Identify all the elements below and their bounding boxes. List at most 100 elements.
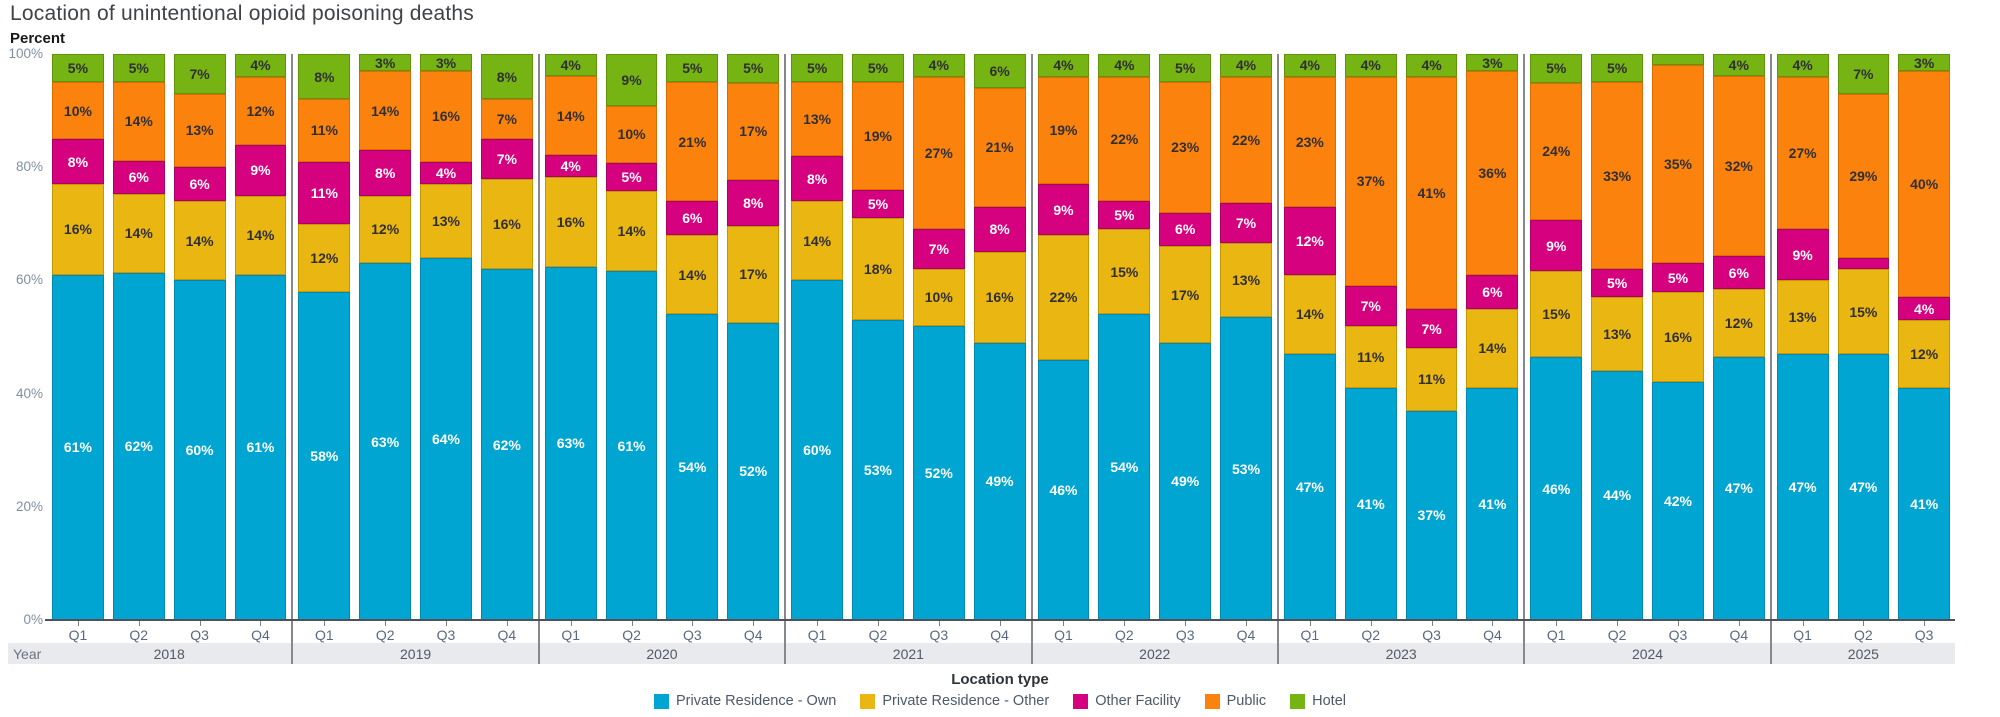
bar-segment-private-residence-other[interactable]: 10% [912,269,965,326]
bar-segment-private-residence-other[interactable]: 15% [1837,269,1890,354]
bar-segment-private-residence-other[interactable]: 12% [298,223,351,292]
bar-segment-private-residence-other[interactable]: 14% [112,194,165,273]
bar-segment-public[interactable]: 36% [1466,71,1519,275]
bar-segment-private-residence-other[interactable]: 14% [173,201,226,281]
bar-segment-other-facility[interactable]: 7% [912,229,965,270]
bar-segment-other-facility[interactable]: 5% [1591,269,1644,298]
bar-segment-hotel[interactable]: 3% [1466,54,1519,72]
bar-segment-hotel[interactable]: 6% [973,54,1026,88]
bar-segment-public[interactable]: 33% [1591,82,1644,270]
bar-segment-private-residence-other[interactable]: 16% [1652,291,1704,383]
bar-segment-other-facility[interactable]: 11% [298,161,351,224]
stacked-bar-2025-Q3[interactable]: 41% 12% 4% 40% 3% [1898,54,1951,620]
bar-segment-private-residence-other[interactable]: 14% [791,201,844,281]
bar-segment-public[interactable]: 21% [666,82,719,202]
bar-segment-hotel[interactable]: 9% [605,54,658,106]
stacked-bar-2019-Q4[interactable]: 62% 16% 7% 7% 8% [480,54,533,620]
bar-segment-private-residence-own[interactable]: 61% [605,271,658,620]
bar-segment-public[interactable]: 11% [298,99,351,162]
bar-segment-public[interactable]: 19% [852,82,904,190]
bar-segment-private-residence-own[interactable]: 62% [112,272,165,620]
bar-segment-other-facility[interactable]: 5% [852,189,904,219]
bar-segment-private-residence-own[interactable]: 46% [1530,357,1583,620]
bar-segment-hotel[interactable]: 5% [52,54,104,83]
bar-segment-private-residence-own[interactable]: 60% [791,280,844,620]
bar-segment-private-residence-own[interactable]: 41% [1344,387,1397,620]
bar-segment-public[interactable]: 37% [1344,76,1397,287]
bar-segment-hotel[interactable]: 3% [359,54,412,72]
stacked-bar-2022-Q2[interactable]: 54% 15% 5% 22% 4% [1098,54,1151,620]
bar-segment-hotel[interactable]: 8% [298,54,351,100]
bar-segment-public[interactable]: 7% [480,99,533,139]
legend-item-public[interactable]: Public [1204,693,1266,709]
bar-segment-hotel[interactable]: 4% [544,54,597,77]
bar-segment-hotel[interactable]: 4% [1405,54,1458,77]
bar-segment-public[interactable]: 16% [420,71,472,162]
bar-segment-public[interactable]: 32% [1712,76,1765,256]
bar-segment-private-residence-own[interactable]: 61% [52,274,104,620]
bar-segment-private-residence-own[interactable]: 47% [1776,353,1829,620]
stacked-bar-2024-Q2[interactable]: 44% 13% 5% 33% 5% [1591,54,1644,620]
bar-segment-public[interactable]: 27% [912,76,965,230]
bar-segment-private-residence-other[interactable]: 13% [1591,297,1644,371]
bar-segment-private-residence-other[interactable]: 13% [420,184,472,258]
bar-segment-other-facility[interactable]: 6% [1712,255,1765,290]
bar-segment-private-residence-other[interactable]: 16% [973,252,1026,343]
bar-segment-private-residence-other[interactable]: 14% [1466,308,1519,388]
bar-segment-hotel[interactable]: 4% [912,54,965,77]
bar-segment-public[interactable]: 12% [234,76,287,145]
bar-segment-private-residence-other[interactable]: 14% [605,191,658,272]
bar-segment-hotel[interactable]: 5% [1530,54,1583,83]
bar-segment-private-residence-other[interactable]: 11% [1405,348,1458,411]
bar-segment-hotel[interactable]: 4% [1712,54,1765,77]
bar-segment-private-residence-other[interactable]: 16% [52,184,104,275]
stacked-bar-2022-Q1[interactable]: 46% 22% 9% 19% 4% [1037,54,1090,620]
bar-segment-public[interactable]: 22% [1098,76,1151,202]
bar-segment-other-facility[interactable]: 8% [973,206,1026,253]
bar-segment-private-residence-other[interactable]: 14% [666,235,719,315]
bar-segment-hotel[interactable]: 4% [1037,54,1090,77]
bar-segment-private-residence-other[interactable]: 12% [359,195,412,264]
stacked-bar-2021-Q3[interactable]: 52% 10% 7% 27% 4% [912,54,965,620]
stacked-bar-2023-Q3[interactable]: 37% 11% 7% 41% 4% [1405,54,1458,620]
bar-segment-private-residence-other[interactable]: 13% [1220,242,1272,317]
bar-segment-private-residence-other[interactable]: 17% [727,225,780,323]
bar-segment-hotel[interactable]: 5% [1591,54,1644,83]
bar-segment-private-residence-own[interactable]: 61% [234,274,287,620]
stacked-bar-2021-Q4[interactable]: 49% 16% 8% 21% 6% [973,54,1026,620]
bar-segment-other-facility[interactable]: 4% [420,161,472,185]
bar-segment-public[interactable]: 14% [112,82,165,161]
bar-segment-public[interactable]: 23% [1283,76,1336,207]
stacked-bar-2018-Q3[interactable]: 60% 14% 6% 13% 7% [173,54,226,620]
bar-segment-other-facility[interactable]: 8% [52,138,104,185]
bar-segment-hotel[interactable]: 4% [234,54,287,77]
bar-segment-private-residence-own[interactable]: 42% [1652,382,1704,620]
bar-segment-private-residence-other[interactable]: 22% [1037,235,1090,360]
legend-item-other-facility[interactable]: Other Facility [1073,693,1181,709]
bar-segment-private-residence-other[interactable]: 14% [234,195,287,275]
bar-segment-private-residence-own[interactable]: 53% [852,320,904,620]
stacked-bar-2021-Q1[interactable]: 60% 14% 8% 13% 5% [791,54,844,620]
bar-segment-other-facility[interactable]: 5% [1652,263,1704,292]
bar-segment-other-facility[interactable]: 9% [1776,229,1829,281]
stacked-bar-2023-Q2[interactable]: 41% 11% 7% 37% 4% [1344,54,1397,620]
bar-segment-private-residence-own[interactable]: 54% [1098,314,1151,620]
bar-segment-private-residence-own[interactable]: 46% [1037,359,1090,620]
stacked-bar-2019-Q2[interactable]: 63% 12% 8% 14% 3% [359,54,412,620]
bar-segment-other-facility[interactable]: 4% [1898,297,1951,321]
bar-segment-other-facility[interactable]: 6% [1466,274,1519,309]
bar-segment-private-residence-other[interactable]: 12% [1898,320,1951,388]
bar-segment-public[interactable]: 14% [359,71,412,151]
stacked-bar-2019-Q3[interactable]: 64% 13% 4% 16% 3% [420,54,472,620]
bar-segment-private-residence-own[interactable]: 49% [1159,342,1212,620]
bar-segment-other-facility[interactable]: 8% [727,179,780,226]
bar-segment-public[interactable]: 22% [1220,76,1272,203]
legend-item-private-residence-other[interactable]: Private Residence - Other [860,693,1049,709]
bar-segment-hotel[interactable]: 5% [852,54,904,83]
bar-segment-hotel[interactable]: 4% [1098,54,1151,77]
bar-segment-private-residence-other[interactable]: 15% [1530,271,1583,358]
legend-item-hotel[interactable]: Hotel [1290,693,1346,709]
bar-segment-other-facility[interactable]: 7% [1405,308,1458,349]
bar-segment-private-residence-own[interactable]: 54% [666,314,719,620]
bar-segment-public[interactable]: 19% [1037,76,1090,185]
